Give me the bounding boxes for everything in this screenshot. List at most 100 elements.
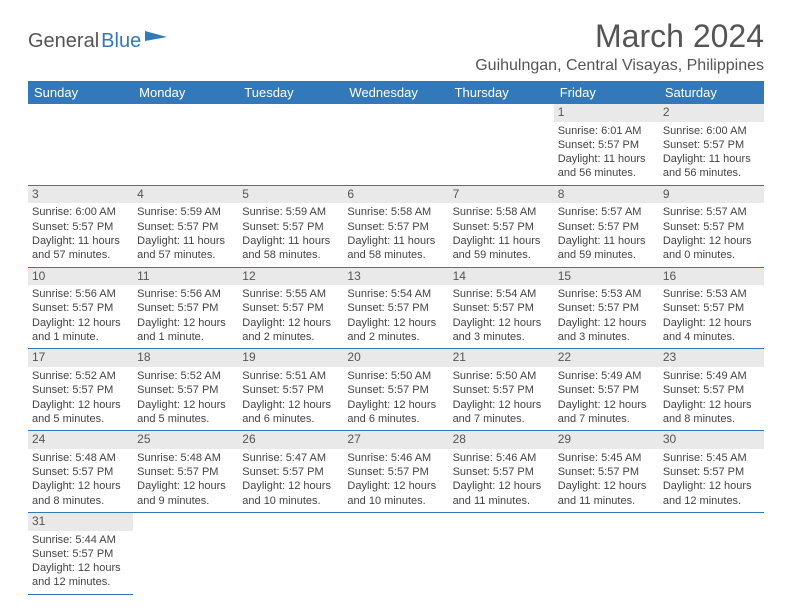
- sunset-text: Sunset: 5:57 PM: [453, 383, 550, 397]
- calendar-cell: 26Sunrise: 5:47 AMSunset: 5:57 PMDayligh…: [238, 431, 343, 513]
- calendar-cell: 31Sunrise: 5:44 AMSunset: 5:57 PMDayligh…: [28, 512, 133, 594]
- day-number: 24: [28, 431, 133, 449]
- day-number: 22: [554, 349, 659, 367]
- sunset-text: Sunset: 5:57 PM: [137, 465, 234, 479]
- calendar-cell: 3Sunrise: 6:00 AMSunset: 5:57 PMDaylight…: [28, 185, 133, 267]
- sunset-text: Sunset: 5:57 PM: [137, 301, 234, 315]
- calendar-head: Sunday Monday Tuesday Wednesday Thursday…: [28, 81, 764, 104]
- daylight2-text: and 59 minutes.: [558, 248, 655, 262]
- sunrise-text: Sunrise: 5:58 AM: [453, 205, 550, 219]
- daylight2-text: and 57 minutes.: [32, 248, 129, 262]
- daylight2-text: and 4 minutes.: [663, 330, 760, 344]
- sunrise-text: Sunrise: 5:55 AM: [242, 287, 339, 301]
- day-number: 27: [343, 431, 448, 449]
- calendar-cell: 14Sunrise: 5:54 AMSunset: 5:57 PMDayligh…: [449, 267, 554, 349]
- calendar-cell: [449, 104, 554, 185]
- daylight2-text: and 7 minutes.: [453, 412, 550, 426]
- daylight2-text: and 6 minutes.: [242, 412, 339, 426]
- sunrise-text: Sunrise: 5:56 AM: [32, 287, 129, 301]
- day-number: 6: [343, 186, 448, 204]
- daylight1-text: Daylight: 12 hours: [347, 479, 444, 493]
- daylight2-text: and 56 minutes.: [558, 166, 655, 180]
- daylight2-text: and 3 minutes.: [558, 330, 655, 344]
- day-number: 2: [659, 104, 764, 122]
- sunrise-text: Sunrise: 5:44 AM: [32, 533, 129, 547]
- daylight2-text: and 1 minute.: [137, 330, 234, 344]
- sunrise-text: Sunrise: 5:53 AM: [663, 287, 760, 301]
- flag-icon: [145, 30, 167, 53]
- day-number: 23: [659, 349, 764, 367]
- daylight2-text: and 58 minutes.: [242, 248, 339, 262]
- calendar-cell: [449, 512, 554, 594]
- day-number: 26: [238, 431, 343, 449]
- day-number: 14: [449, 268, 554, 286]
- daylight1-text: Daylight: 12 hours: [453, 398, 550, 412]
- calendar-cell: [554, 512, 659, 594]
- daylight2-text: and 3 minutes.: [453, 330, 550, 344]
- daylight1-text: Daylight: 12 hours: [137, 316, 234, 330]
- day-number: 8: [554, 186, 659, 204]
- sunrise-text: Sunrise: 5:57 AM: [663, 205, 760, 219]
- daylight1-text: Daylight: 12 hours: [32, 561, 129, 575]
- day-number: 25: [133, 431, 238, 449]
- sunrise-text: Sunrise: 5:49 AM: [558, 369, 655, 383]
- calendar-week-row: 24Sunrise: 5:48 AMSunset: 5:57 PMDayligh…: [28, 431, 764, 513]
- day-number: 9: [659, 186, 764, 204]
- sunset-text: Sunset: 5:57 PM: [558, 465, 655, 479]
- daylight2-text: and 2 minutes.: [347, 330, 444, 344]
- daylight2-text: and 5 minutes.: [32, 412, 129, 426]
- daylight1-text: Daylight: 11 hours: [137, 234, 234, 248]
- daylight1-text: Daylight: 12 hours: [558, 316, 655, 330]
- day-number: 28: [449, 431, 554, 449]
- sunrise-text: Sunrise: 5:50 AM: [453, 369, 550, 383]
- daylight2-text: and 59 minutes.: [453, 248, 550, 262]
- calendar-week-row: 31Sunrise: 5:44 AMSunset: 5:57 PMDayligh…: [28, 512, 764, 594]
- calendar-cell: [343, 104, 448, 185]
- sunrise-text: Sunrise: 5:59 AM: [242, 205, 339, 219]
- weekday-header: Sunday: [28, 81, 133, 104]
- sunset-text: Sunset: 5:57 PM: [137, 220, 234, 234]
- sunrise-text: Sunrise: 5:46 AM: [453, 451, 550, 465]
- daylight1-text: Daylight: 12 hours: [453, 316, 550, 330]
- day-number: 18: [133, 349, 238, 367]
- calendar-cell: 24Sunrise: 5:48 AMSunset: 5:57 PMDayligh…: [28, 431, 133, 513]
- daylight1-text: Daylight: 11 hours: [558, 152, 655, 166]
- day-number: 5: [238, 186, 343, 204]
- sunset-text: Sunset: 5:57 PM: [453, 301, 550, 315]
- location: Guihulngan, Central Visayas, Philippines: [475, 57, 764, 75]
- sunrise-text: Sunrise: 5:52 AM: [32, 369, 129, 383]
- calendar-week-row: 1Sunrise: 6:01 AMSunset: 5:57 PMDaylight…: [28, 104, 764, 185]
- sunset-text: Sunset: 5:57 PM: [558, 220, 655, 234]
- weekday-row: Sunday Monday Tuesday Wednesday Thursday…: [28, 81, 764, 104]
- sunrise-text: Sunrise: 5:45 AM: [558, 451, 655, 465]
- sunrise-text: Sunrise: 5:54 AM: [347, 287, 444, 301]
- calendar-cell: [659, 512, 764, 594]
- calendar-cell: 15Sunrise: 5:53 AMSunset: 5:57 PMDayligh…: [554, 267, 659, 349]
- sunrise-text: Sunrise: 5:57 AM: [558, 205, 655, 219]
- daylight1-text: Daylight: 12 hours: [347, 398, 444, 412]
- sunset-text: Sunset: 5:57 PM: [558, 383, 655, 397]
- calendar-cell: [28, 104, 133, 185]
- sunrise-text: Sunrise: 5:45 AM: [663, 451, 760, 465]
- calendar-cell: 10Sunrise: 5:56 AMSunset: 5:57 PMDayligh…: [28, 267, 133, 349]
- daylight1-text: Daylight: 12 hours: [242, 479, 339, 493]
- day-number: 17: [28, 349, 133, 367]
- sunset-text: Sunset: 5:57 PM: [663, 383, 760, 397]
- weekday-header: Tuesday: [238, 81, 343, 104]
- calendar-cell: 4Sunrise: 5:59 AMSunset: 5:57 PMDaylight…: [133, 185, 238, 267]
- calendar-cell: 23Sunrise: 5:49 AMSunset: 5:57 PMDayligh…: [659, 349, 764, 431]
- daylight2-text: and 9 minutes.: [137, 494, 234, 508]
- sunset-text: Sunset: 5:57 PM: [242, 465, 339, 479]
- day-number: 19: [238, 349, 343, 367]
- daylight2-text: and 6 minutes.: [347, 412, 444, 426]
- daylight2-text: and 8 minutes.: [32, 494, 129, 508]
- day-number: 15: [554, 268, 659, 286]
- weekday-header: Thursday: [449, 81, 554, 104]
- logo: GeneralBlue: [28, 30, 167, 53]
- sunset-text: Sunset: 5:57 PM: [558, 138, 655, 152]
- daylight2-text: and 58 minutes.: [347, 248, 444, 262]
- day-number: 10: [28, 268, 133, 286]
- sunset-text: Sunset: 5:57 PM: [242, 383, 339, 397]
- header: GeneralBlue March 2024 Guihulngan, Centr…: [28, 18, 764, 75]
- day-number: 7: [449, 186, 554, 204]
